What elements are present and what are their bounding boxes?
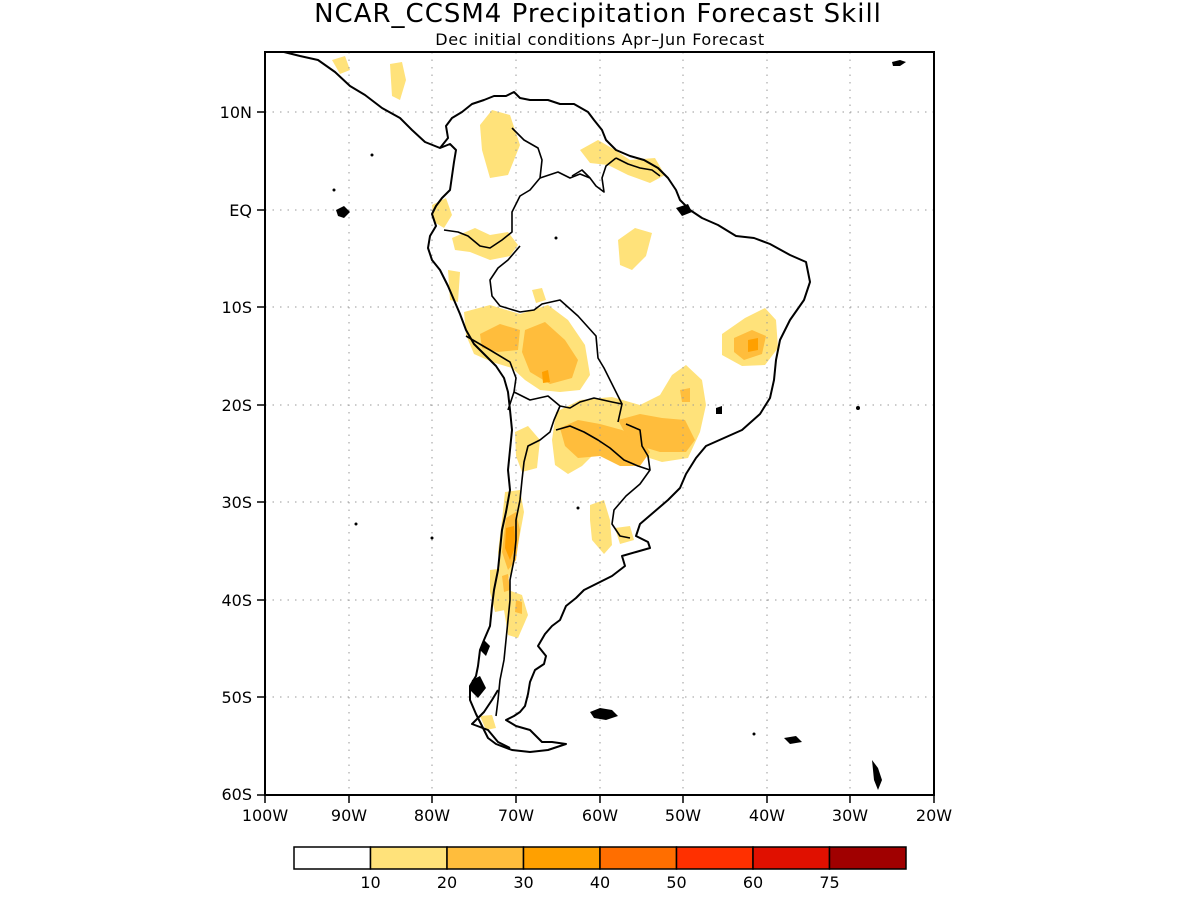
colorbar-box-0 xyxy=(293,846,372,870)
colorbar-label: 60 xyxy=(743,873,763,892)
lat-label: 40S xyxy=(221,591,252,610)
colorbar-label: 40 xyxy=(590,873,610,892)
skill-level-3 xyxy=(505,338,758,560)
map-subtitle: Dec initial conditions Apr–Jun Forecast xyxy=(435,30,764,49)
colorbar-box-3 xyxy=(522,846,601,870)
colorbar-box-5 xyxy=(675,846,754,870)
lon-label: 50W xyxy=(665,806,701,825)
lat-label: 20S xyxy=(221,396,252,415)
colorbar: 10 20 30 40 50 60 75 xyxy=(293,846,907,892)
islands xyxy=(332,60,906,790)
map-title: NCAR_CCSM4 Precipitation Forecast Skill xyxy=(314,0,882,29)
lat-label: 10N xyxy=(220,103,252,122)
colorbar-label: 10 xyxy=(360,873,380,892)
colorbar-label: 20 xyxy=(437,873,457,892)
colorbar-label: 30 xyxy=(513,873,533,892)
lat-label: 60S xyxy=(221,785,252,804)
colorbar-box-6 xyxy=(752,846,831,870)
lon-label: 70W xyxy=(498,806,534,825)
lat-label: 50S xyxy=(221,688,252,707)
lon-label: 100W xyxy=(242,806,289,825)
lon-label: 80W xyxy=(414,806,450,825)
lon-label: 40W xyxy=(749,806,785,825)
lon-label: 60W xyxy=(582,806,618,825)
lat-label: 10S xyxy=(221,298,252,317)
country-borders xyxy=(443,127,661,717)
colorbar-box-7 xyxy=(828,846,907,870)
lon-axis: 100W 90W 80W 70W 60W 50W 40W 30W 20W xyxy=(242,795,952,825)
colorbar-label: 50 xyxy=(666,873,686,892)
lat-label: EQ xyxy=(229,201,252,220)
colorbar-box-2 xyxy=(446,846,525,870)
skill-shading xyxy=(332,56,778,730)
lon-label: 90W xyxy=(331,806,367,825)
lon-label: 20W xyxy=(916,806,952,825)
colorbar-box-4 xyxy=(599,846,678,870)
lat-axis: 10N EQ 10S 20S 30S 40S 50S 60S xyxy=(220,103,265,804)
colorbar-label: 75 xyxy=(819,873,839,892)
colorbar-box-1 xyxy=(369,846,448,870)
lat-label: 30S xyxy=(221,493,252,512)
lon-label: 30W xyxy=(832,806,868,825)
